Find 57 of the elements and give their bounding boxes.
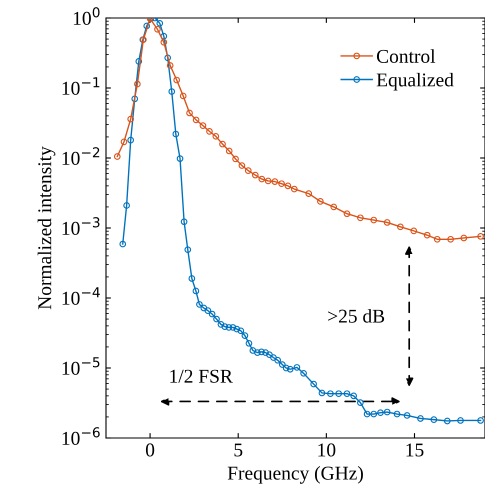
legend-label: Control — [376, 49, 436, 63]
point — [258, 176, 266, 182]
point — [264, 178, 272, 184]
point — [192, 116, 200, 124]
y-tick-label: 10$^{−6}$ — [62, 427, 100, 445]
point — [120, 138, 128, 146]
point — [424, 232, 431, 238]
point — [460, 234, 468, 242]
point — [206, 128, 213, 135]
point — [252, 172, 259, 178]
legend-label: Equalized — [376, 72, 454, 90]
point — [114, 153, 121, 160]
point — [127, 116, 134, 122]
point — [238, 162, 246, 169]
point — [278, 180, 285, 187]
point — [272, 178, 278, 185]
y-axis-title: Normalized intensity — [38, 146, 56, 310]
x-tick-label: 15 — [406, 444, 424, 457]
point — [305, 190, 312, 197]
point — [317, 198, 324, 205]
point — [447, 236, 454, 243]
x-tick-label: 0 — [146, 443, 154, 457]
point — [232, 156, 239, 162]
point — [434, 236, 441, 243]
point — [410, 228, 418, 234]
y-tick-label: 10$^{−4}$ — [62, 287, 100, 305]
point — [244, 167, 252, 174]
y-tick-label: 10$^{0}$ — [74, 7, 100, 25]
annotation: 1/2 FSR — [170, 370, 233, 383]
y-tick-label: 10$^{−2}$ — [62, 147, 100, 165]
x-tick-label: 10 — [318, 443, 336, 457]
point — [166, 62, 174, 69]
x-tick-label: 5 — [234, 444, 242, 457]
point — [180, 92, 187, 100]
point — [290, 186, 298, 192]
point — [219, 140, 226, 148]
point — [284, 182, 292, 190]
point — [186, 110, 193, 116]
point — [160, 38, 168, 46]
point — [226, 148, 233, 154]
point — [173, 76, 180, 84]
point — [134, 80, 141, 88]
annotation: >25 dB — [328, 309, 384, 323]
point — [397, 223, 404, 230]
point — [212, 132, 220, 140]
point — [357, 214, 364, 222]
point — [344, 210, 350, 218]
point — [154, 26, 161, 33]
point — [200, 122, 206, 129]
point — [384, 219, 390, 226]
y-tick-label: 10$^{−3}$ — [62, 217, 100, 235]
x-axis-title: Frequency (GHz) — [228, 466, 363, 484]
point — [370, 216, 378, 224]
point — [477, 233, 484, 240]
y-tick-label: 10$^{−1}$ — [62, 77, 100, 95]
point — [330, 204, 338, 210]
y-tick-label: 10$^{−5}$ — [62, 357, 100, 375]
